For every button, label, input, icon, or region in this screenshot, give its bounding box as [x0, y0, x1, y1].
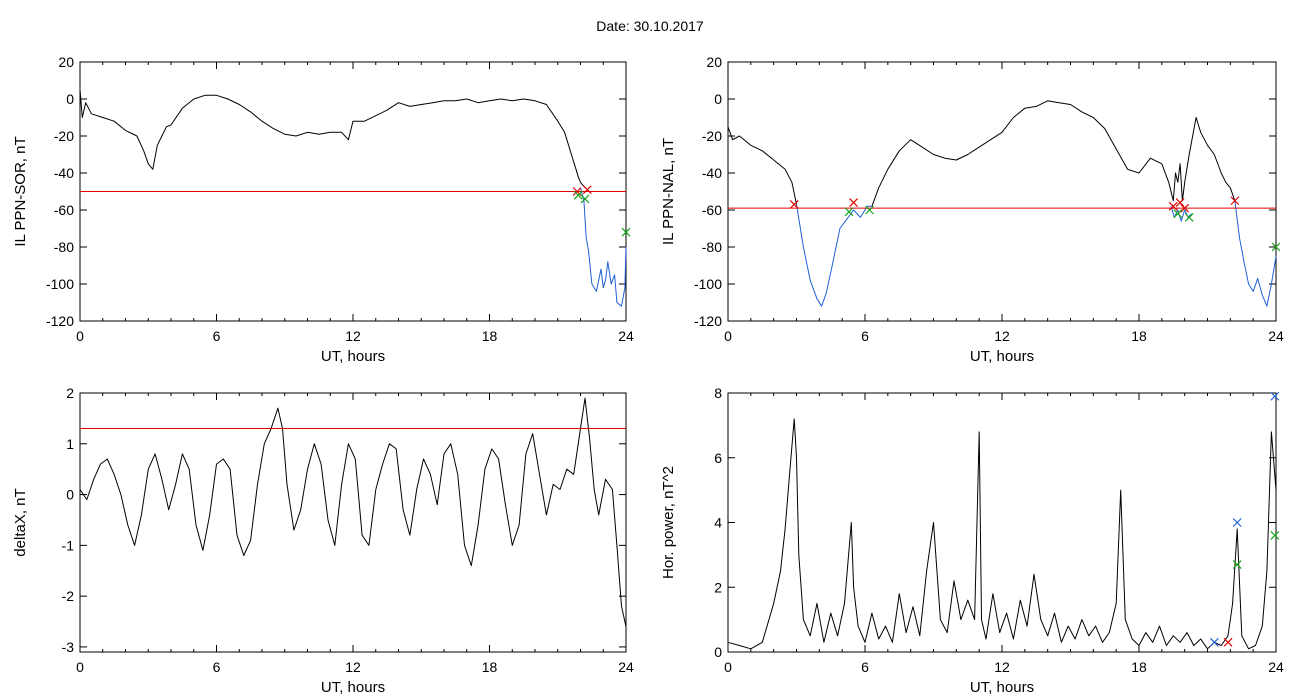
ppn-nal-ytick-label: -120: [694, 313, 722, 329]
ppn-nal-xtick-label: 12: [994, 328, 1010, 344]
ppn-nal-marker-1: [849, 198, 859, 208]
ppn-sor-xtick-label: 24: [618, 328, 634, 344]
ppn-nal-marker-6: [1180, 203, 1190, 213]
ppn-nal-ytick-label: 0: [714, 91, 722, 107]
hor-power-marker-3: [1232, 560, 1242, 570]
ppn-sor-series-line-0: [79, 89, 586, 189]
ppn-sor-marker-4: [621, 227, 631, 237]
hor-power-series-line-0: [727, 418, 1277, 650]
hor-power-marker-4: [1270, 391, 1280, 401]
ppn-nal-marker-4: [1168, 201, 1178, 211]
deltax-ytick-label: 1: [66, 436, 74, 452]
ppn-sor-ytick-label: 20: [58, 54, 74, 70]
deltax-series-line-0: [79, 397, 627, 627]
ppn-nal-series-line-1: [796, 204, 872, 307]
hor-power-x-axis-title: UT, hours: [970, 679, 1034, 696]
deltax-xtick-label: 24: [618, 659, 634, 675]
ppn-sor-x-axis-title: UT, hours: [321, 348, 385, 365]
hor-power-marker-5: [1270, 531, 1280, 540]
hor-power-xtick-label: 24: [1268, 659, 1284, 675]
ppn-nal-marker-3: [865, 205, 874, 215]
ppn-nal-marker-0: [789, 200, 799, 209]
hor-power-ytick-label: 6: [714, 450, 722, 466]
deltax-y-axis-title: deltaX, nT: [12, 488, 29, 556]
ppn-nal-x-axis-title: UT, hours: [970, 348, 1034, 365]
deltax-ytick-label: 0: [66, 487, 74, 503]
ppn-sor-marker-1: [582, 185, 592, 195]
ppn-nal-ytick-label: -60: [702, 202, 722, 218]
ppn-nal-xtick-label: 18: [1131, 328, 1147, 344]
figure-title: Date: 30.10.2017: [596, 18, 704, 34]
ppn-nal-ytick-label: -40: [702, 165, 722, 181]
hor-power-ytick-label: 0: [714, 644, 722, 660]
hor-power-xtick-label: 6: [861, 659, 869, 675]
hor-power-xtick-label: 12: [994, 659, 1010, 675]
ppn-sor-ytick-label: -20: [54, 128, 74, 144]
ppn-nal-marker-5: [1175, 198, 1185, 208]
ppn-sor-ytick-label: -120: [46, 313, 74, 329]
hor-power-xtick-label: 0: [724, 659, 732, 675]
ppn-nal-series-line-0: [727, 126, 797, 205]
ppn-nal-xtick-label: 6: [861, 328, 869, 344]
ppn-nal-xtick-label: 0: [724, 328, 732, 344]
ppn-sor-ytick-label: -100: [46, 276, 74, 292]
ppn-sor-xtick-label: 18: [482, 328, 498, 344]
ppn-nal-plot-frame: [727, 61, 1277, 322]
hor-power-xtick-label: 18: [1131, 659, 1147, 675]
hor-power-ytick-label: 2: [714, 579, 722, 595]
deltax-xtick-label: 12: [345, 659, 361, 675]
deltax-x-axis-title: UT, hours: [321, 679, 385, 696]
ppn-nal-series-line-2: [871, 100, 1236, 207]
ppn-nal-ytick-label: 20: [706, 54, 722, 70]
hor-power-marker-0: [1209, 637, 1219, 647]
ppn-sor-xtick-label: 12: [345, 328, 361, 344]
ppn-nal-marker-9: [1230, 196, 1240, 206]
deltax-plot-frame: [79, 392, 627, 653]
ppn-sor-marker-3: [580, 194, 590, 204]
ppn-nal-ytick-label: -100: [694, 276, 722, 292]
ppn-nal-marker-7: [1173, 209, 1183, 219]
hor-power-marker-2: [1232, 518, 1242, 527]
deltax-xtick-label: 0: [76, 659, 84, 675]
hor-power-plot-frame: [727, 392, 1277, 653]
deltax-ytick-label: -1: [62, 537, 75, 553]
ppn-nal-ytick-label: -20: [702, 128, 722, 144]
deltax-ytick-label: -3: [62, 639, 75, 655]
ppn-nal-ytick-label: -80: [702, 239, 722, 255]
ppn-sor-series-line-1: [580, 187, 627, 307]
ppn-sor-ytick-label: -80: [54, 239, 74, 255]
ppn-nal-y-axis-title: IL PPN-NAL, nT: [660, 138, 677, 245]
ppn-nal-marker-10: [1271, 242, 1281, 252]
hor-power-marker-1: [1223, 637, 1233, 647]
hor-power-ytick-label: 4: [714, 515, 722, 531]
ppn-sor-ytick-label: -40: [54, 165, 74, 181]
ppn-sor-xtick-label: 6: [213, 328, 221, 344]
ppn-sor-xtick-label: 0: [76, 328, 84, 344]
ppn-sor-ytick-label: -60: [54, 202, 74, 218]
ppn-sor-marker-2: [573, 190, 583, 200]
deltax-ytick-label: 2: [66, 385, 74, 401]
ppn-sor-y-axis-title: IL PPN-SOR, nT: [12, 136, 29, 246]
deltax-ytick-label: -2: [62, 588, 75, 604]
hor-power-y-axis-title: Hor. power, nT^2: [660, 466, 677, 579]
deltax-xtick-label: 18: [482, 659, 498, 675]
ppn-sor-ytick-label: 0: [66, 91, 74, 107]
deltax-xtick-label: 6: [213, 659, 221, 675]
ppn-nal-marker-2: [844, 207, 854, 217]
ppn-nal-series-line-3: [1234, 200, 1277, 307]
hor-power-ytick-label: 8: [714, 385, 722, 401]
ppn-nal-xtick-label: 24: [1268, 328, 1284, 344]
ppn-nal-marker-8: [1184, 212, 1194, 222]
